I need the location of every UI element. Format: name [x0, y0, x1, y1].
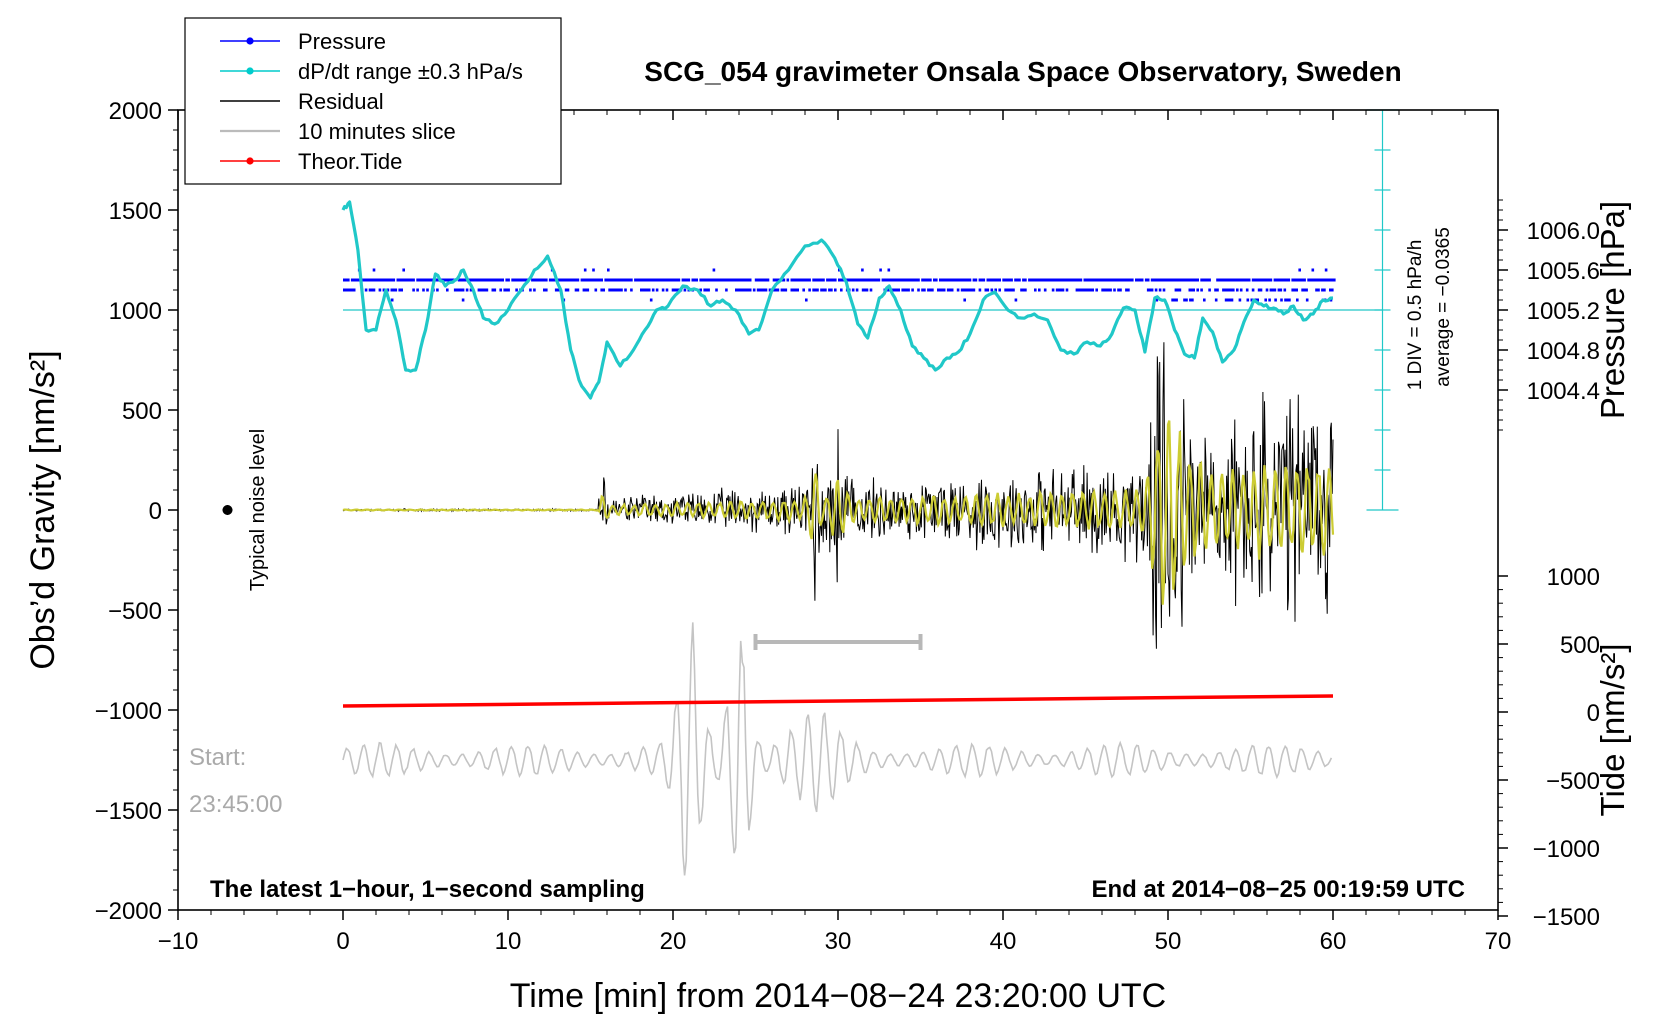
x-axis-label: Time [min] from 2014−08−24 23:20:00 UTC	[510, 977, 1166, 1015]
x-axis-ticks: −10 0 10 20 30 40 50 60 70	[158, 110, 1512, 955]
x-tick-label: −10	[158, 928, 199, 955]
residual-series-layer	[342, 342, 1335, 649]
legend-label-3: 10 minutes slice	[298, 119, 456, 144]
tide-tick-label: 500	[1560, 632, 1600, 659]
tide-tick-label: −500	[1546, 768, 1600, 795]
y-axis-label-pressure: Pressure [hPa]	[1594, 201, 1631, 419]
start-time: 23:45:00	[189, 791, 282, 818]
pressure-series-layer	[343, 268, 1336, 302]
legend-marker-1	[246, 67, 254, 75]
chart-title: SCG_054 gravimeter Onsala Space Observat…	[644, 56, 1401, 87]
start-label: Start:	[189, 744, 246, 771]
y-tick-label: 1000	[109, 298, 162, 325]
slice-series-layer	[342, 622, 1333, 876]
y-tick-label: −2000	[95, 898, 162, 925]
legend-marker-0	[246, 37, 254, 45]
legend: Pressure dP/dt range ±0.3 hPa/s Residual 10…	[184, 17, 562, 185]
pressure-tick-label: 1004.4	[1527, 378, 1600, 405]
dpdt-div-label: 1 DIV = 0.5 hPa/h	[1405, 240, 1426, 391]
y-tick-label: −500	[108, 598, 162, 625]
residual-filtered-curve	[342, 420, 1335, 605]
tide-axis-ticks: −1500 −1000 −500 0 500 1000	[1498, 564, 1600, 931]
x-tick-label: 50	[1155, 928, 1182, 955]
dpdt-series-layer	[341, 200, 1334, 400]
tide-series-layer	[342, 694, 1334, 708]
tide-tick-label: 1000	[1547, 564, 1600, 591]
y-axis-label-tide: Tide [nm/s²]	[1594, 644, 1631, 817]
pressure-tick-label: 1006.0	[1527, 218, 1600, 245]
pressure-tick-label: 1005.6	[1527, 258, 1600, 285]
y-tick-label: 1500	[109, 198, 162, 225]
end-time-note: End at 2014−08−25 00:19:59 UTC	[1091, 876, 1465, 903]
legend-marker-4	[246, 157, 254, 165]
tide-line	[342, 694, 1334, 708]
x-tick-label: 10	[495, 928, 522, 955]
dpdt-curve	[341, 200, 1334, 400]
dpdt-average-label: average = −0.0365	[1433, 227, 1454, 387]
y-axis-label-left: Obs’d Gravity [nm/s²]	[24, 350, 62, 669]
y-tick-label: 2000	[109, 98, 162, 125]
misc-marks-layer	[222, 505, 923, 650]
tide-tick-label: −1500	[1533, 904, 1600, 931]
pressure-axis-ticks: 1004.4 1004.8 1005.2 1005.6 1006.0	[1498, 199, 1600, 431]
sampling-note: The latest 1−hour, 1−second sampling	[210, 876, 645, 903]
y-tick-label: 0	[149, 498, 162, 525]
y-tick-label: −1500	[95, 798, 162, 825]
legend-label-4: Theor.Tide	[298, 149, 402, 174]
pressure-tick-label: 1005.2	[1527, 298, 1600, 325]
y-axis-ticks: −2000 −1500 −1000 −500 0 500 1000 1500 2000	[95, 98, 178, 925]
x-tick-label: 40	[990, 928, 1017, 955]
x-tick-label: 30	[825, 928, 852, 955]
noise-level-dot	[222, 505, 233, 515]
pressure-tick-label: 1004.8	[1527, 338, 1600, 365]
tide-tick-label: 0	[1587, 700, 1600, 727]
x-tick-label: 0	[336, 928, 349, 955]
legend-label-2: Residual	[298, 89, 384, 114]
noise-level-label: Typical noise level	[247, 429, 269, 591]
x-tick-label: 20	[660, 928, 687, 955]
y-tick-label: 500	[122, 398, 162, 425]
legend-label-0: Pressure	[298, 29, 386, 54]
x-tick-label: 60	[1320, 928, 1347, 955]
slice-curve	[342, 622, 1333, 876]
y-tick-label: −1000	[95, 698, 162, 725]
tide-tick-label: −1000	[1533, 836, 1600, 863]
x-tick-label: 70	[1485, 928, 1512, 955]
legend-label-1: dP/dt range ±0.3 hPa/s	[298, 59, 523, 84]
